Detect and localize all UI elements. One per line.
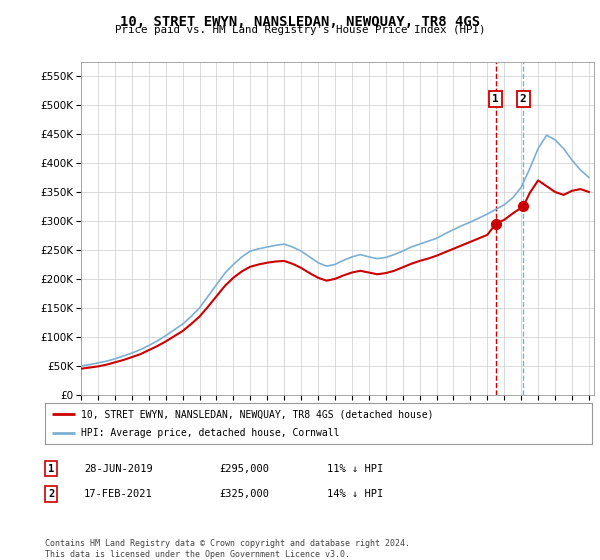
- Text: 2: 2: [48, 489, 54, 499]
- Text: 10, STRET EWYN, NANSLEDAN, NEWQUAY, TR8 4GS (detached house): 10, STRET EWYN, NANSLEDAN, NEWQUAY, TR8 …: [80, 409, 433, 419]
- Text: 14% ↓ HPI: 14% ↓ HPI: [327, 489, 383, 499]
- Text: 1: 1: [48, 464, 54, 474]
- Text: 17-FEB-2021: 17-FEB-2021: [84, 489, 153, 499]
- Text: Contains HM Land Registry data © Crown copyright and database right 2024.
This d: Contains HM Land Registry data © Crown c…: [45, 539, 410, 559]
- Text: 2: 2: [520, 94, 527, 104]
- Text: 11% ↓ HPI: 11% ↓ HPI: [327, 464, 383, 474]
- Text: Price paid vs. HM Land Registry's House Price Index (HPI): Price paid vs. HM Land Registry's House …: [115, 25, 485, 35]
- Text: £325,000: £325,000: [219, 489, 269, 499]
- Text: HPI: Average price, detached house, Cornwall: HPI: Average price, detached house, Corn…: [80, 428, 339, 438]
- Text: 10, STRET EWYN, NANSLEDAN, NEWQUAY, TR8 4GS: 10, STRET EWYN, NANSLEDAN, NEWQUAY, TR8 …: [120, 15, 480, 29]
- Text: £295,000: £295,000: [219, 464, 269, 474]
- Text: 1: 1: [492, 94, 499, 104]
- Text: 28-JUN-2019: 28-JUN-2019: [84, 464, 153, 474]
